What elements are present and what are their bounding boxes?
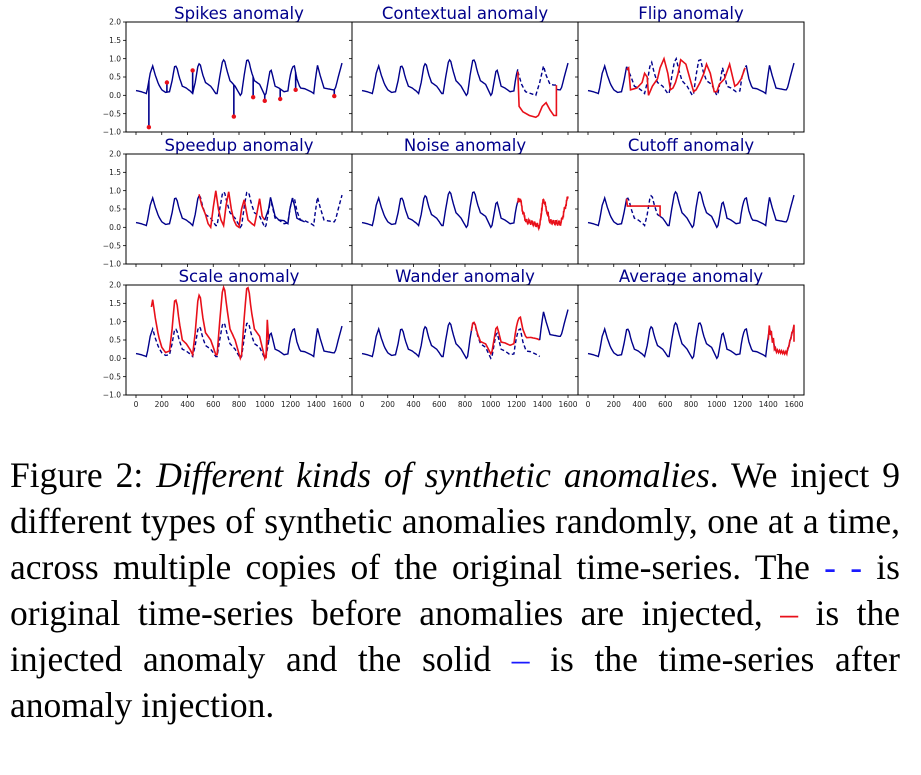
spike-point bbox=[146, 125, 152, 130]
subplot-title: Contextual anomaly bbox=[382, 4, 548, 23]
figure-label: Figure 2: bbox=[10, 455, 144, 495]
axes-frame bbox=[125, 21, 353, 133]
legend-dashed-blue-icon: - - bbox=[824, 547, 863, 587]
x-tick-label: 600 bbox=[432, 400, 447, 409]
x-tick-label: 200 bbox=[155, 400, 170, 409]
y-tick-label: 0.0 bbox=[109, 354, 121, 363]
x-tick-label: 1000 bbox=[481, 400, 500, 409]
legend-solid-blue-icon: – bbox=[511, 639, 530, 679]
spike-point bbox=[262, 98, 267, 104]
x-tick-label: 0 bbox=[134, 400, 139, 409]
axes-frame bbox=[351, 153, 579, 265]
spike-point bbox=[332, 93, 337, 99]
spike-point bbox=[250, 94, 256, 100]
y-tick-label: −0.5 bbox=[103, 109, 121, 118]
subplot-average-anomaly: Average anomaly 0 200 400 600 800 1000 1200 1400… bbox=[575, 267, 805, 409]
x-tick-label: 400 bbox=[180, 400, 195, 409]
x-tick-label: 1000 bbox=[255, 400, 274, 409]
anomaly-subplot-grid: Spikes anomaly 2.0 1.5 1.0 0.5 0.0 −0.5 −1.0 Con… bbox=[103, 4, 805, 409]
caption-title: Different kinds of synthetic anomalies bbox=[156, 455, 710, 495]
caption-text-2: is original time-series before anomalies… bbox=[10, 547, 900, 633]
x-tick-label: 800 bbox=[684, 400, 699, 409]
x-tick-label: 1400 bbox=[533, 400, 552, 409]
y-tick-label: 1.0 bbox=[109, 186, 121, 195]
axes-frame bbox=[351, 21, 579, 133]
y-tick-label: −1.0 bbox=[103, 391, 121, 400]
figure-caption: Figure 2: Different kinds of synthetic a… bbox=[10, 452, 900, 728]
subplot-wander-anomaly: Wander anomaly 0 200 400 600 800 1000 1200 1400 1… bbox=[349, 267, 579, 409]
axes-frame bbox=[351, 284, 579, 396]
x-tick-label: 1600 bbox=[332, 400, 351, 409]
spike-point bbox=[278, 96, 283, 102]
subplot-title: Scale anomaly bbox=[179, 267, 300, 286]
x-tick-label: 600 bbox=[658, 400, 673, 409]
axes-frame bbox=[577, 284, 805, 396]
subplot-noise-anomaly: Noise anomaly bbox=[349, 136, 579, 267]
subplot-title: Spikes anomaly bbox=[174, 4, 304, 23]
caption-text-4: is the time-series after anomaly injecti… bbox=[10, 639, 900, 725]
x-tick-label: 800 bbox=[458, 400, 473, 409]
spike-point bbox=[293, 87, 298, 93]
y-tick-label: 0.0 bbox=[109, 91, 121, 100]
legend-red-line-icon: – bbox=[780, 593, 798, 633]
x-tick-label: 0 bbox=[586, 400, 591, 409]
subplot-contextual-anomaly: Contextual anomaly bbox=[349, 4, 579, 135]
subplot-title: Noise anomaly bbox=[404, 136, 526, 155]
subplot-title: Speedup anomaly bbox=[164, 136, 313, 155]
axes-frame bbox=[577, 21, 805, 133]
x-tick-label: 400 bbox=[632, 400, 647, 409]
spike-point bbox=[164, 80, 170, 85]
x-tick-label: 1200 bbox=[281, 400, 300, 409]
x-tick-label: 200 bbox=[381, 400, 396, 409]
x-tick-label: 600 bbox=[206, 400, 221, 409]
y-tick-label: −1.0 bbox=[103, 128, 121, 137]
y-tick-label: 1.5 bbox=[109, 36, 121, 45]
y-tick-label: 2.0 bbox=[109, 18, 121, 27]
x-tick-label: 1200 bbox=[507, 400, 526, 409]
y-tick-label: 2.0 bbox=[109, 150, 121, 159]
y-tick-label: 2.0 bbox=[109, 281, 121, 290]
subplot-title: Wander anomaly bbox=[395, 267, 535, 286]
caption-text-3: is the injected anomaly and the solid bbox=[10, 593, 900, 679]
caption-text-1: . We inject 9 different types of synthet… bbox=[10, 455, 900, 587]
spike-point bbox=[190, 68, 195, 73]
subplot-title: Average anomaly bbox=[619, 267, 763, 286]
x-tick-label: 200 bbox=[607, 400, 622, 409]
y-tick-label: 1.5 bbox=[109, 299, 121, 308]
x-tick-label: 1400 bbox=[307, 400, 326, 409]
x-tick-label: 1600 bbox=[558, 400, 577, 409]
subplot-flip-anomaly: Flip anomaly bbox=[575, 4, 805, 135]
subplot-scale-anomaly: Scale anomaly 2.0 1.5 1.0 0.5 0.0 −0.5 −1.0 0 200… bbox=[103, 267, 353, 409]
y-tick-label: 1.0 bbox=[109, 54, 121, 63]
y-tick-label: −0.5 bbox=[103, 241, 121, 250]
x-tick-label: 0 bbox=[360, 400, 365, 409]
y-tick-label: 0.5 bbox=[109, 73, 121, 82]
axes-frame bbox=[125, 153, 353, 265]
y-tick-label: 0.5 bbox=[109, 336, 121, 345]
x-tick-label: 1200 bbox=[733, 400, 752, 409]
spike-point bbox=[231, 114, 237, 119]
y-tick-label: −1.0 bbox=[103, 260, 121, 269]
subplot-speedup-anomaly: Speedup anomaly 2.0 1.5 1.0 0.5 0.0 −0.5 −1.0 bbox=[103, 136, 353, 269]
x-tick-label: 1000 bbox=[707, 400, 726, 409]
subplot-title: Cutoff anomaly bbox=[628, 136, 755, 155]
x-tick-label: 1400 bbox=[759, 400, 778, 409]
y-tick-label: −0.5 bbox=[103, 372, 121, 381]
y-tick-label: 0.0 bbox=[109, 223, 121, 232]
subplot-title: Flip anomaly bbox=[638, 4, 744, 23]
subplot-cutoff-anomaly: Cutoff anomaly bbox=[575, 136, 805, 267]
y-tick-label: 1.0 bbox=[109, 317, 121, 326]
subplot-spikes-anomaly: Spikes anomaly 2.0 1.5 1.0 0.5 0.0 −0.5 −1.0 bbox=[103, 4, 353, 137]
x-tick-label: 400 bbox=[406, 400, 421, 409]
y-tick-label: 1.5 bbox=[109, 168, 121, 177]
y-tick-label: 0.5 bbox=[109, 205, 121, 214]
x-tick-label: 800 bbox=[232, 400, 247, 409]
axes-frame bbox=[577, 153, 805, 265]
x-tick-label: 1600 bbox=[784, 400, 803, 409]
